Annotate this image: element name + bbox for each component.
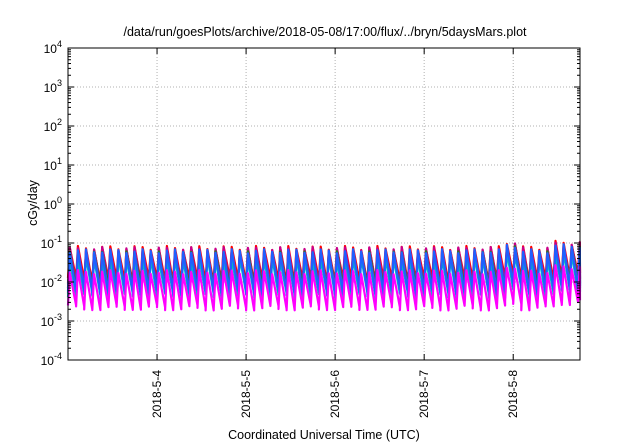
x-tick-labels: 2018-5-4 2018-5-5 2018-5-6 2018-5-7 2018-5-8 — [150, 370, 520, 418]
series-line — [66, 264, 582, 312]
y-axis-label: cGy/day — [26, 179, 40, 226]
axes — [67, 47, 581, 361]
x-tick-label: 2018-5-6 — [328, 370, 342, 418]
grid — [68, 48, 580, 360]
y-tick-label: 102 — [44, 117, 62, 134]
chart-title: /data/run/goesPlots/archive/2018-05-08/1… — [123, 25, 527, 39]
x-tick-label: 2018-5-4 — [150, 370, 164, 418]
y-tick-label: 10-4 — [41, 351, 62, 368]
x-tick-label: 2018-5-5 — [239, 370, 253, 418]
y-tick-label: 100 — [44, 195, 62, 212]
y-tick-labels: 10-4 10-3 10-2 10-1 100 101 102 103 104 — [41, 39, 62, 368]
plot-frame — [67, 47, 581, 361]
y-tick-label: 103 — [44, 78, 62, 95]
series-group — [66, 239, 582, 312]
x-tick-label: 2018-5-7 — [417, 370, 431, 418]
y-tick-label: 10-1 — [41, 234, 62, 251]
y-tick-label: 101 — [44, 156, 62, 173]
y-tick-label: 104 — [44, 39, 62, 56]
y-tick-label: 10-2 — [41, 273, 62, 290]
x-axis-label: Coordinated Universal Time (UTC) — [228, 428, 420, 442]
y-tick-label: 10-3 — [41, 312, 62, 329]
x-tick-label: 2018-5-8 — [506, 370, 520, 418]
